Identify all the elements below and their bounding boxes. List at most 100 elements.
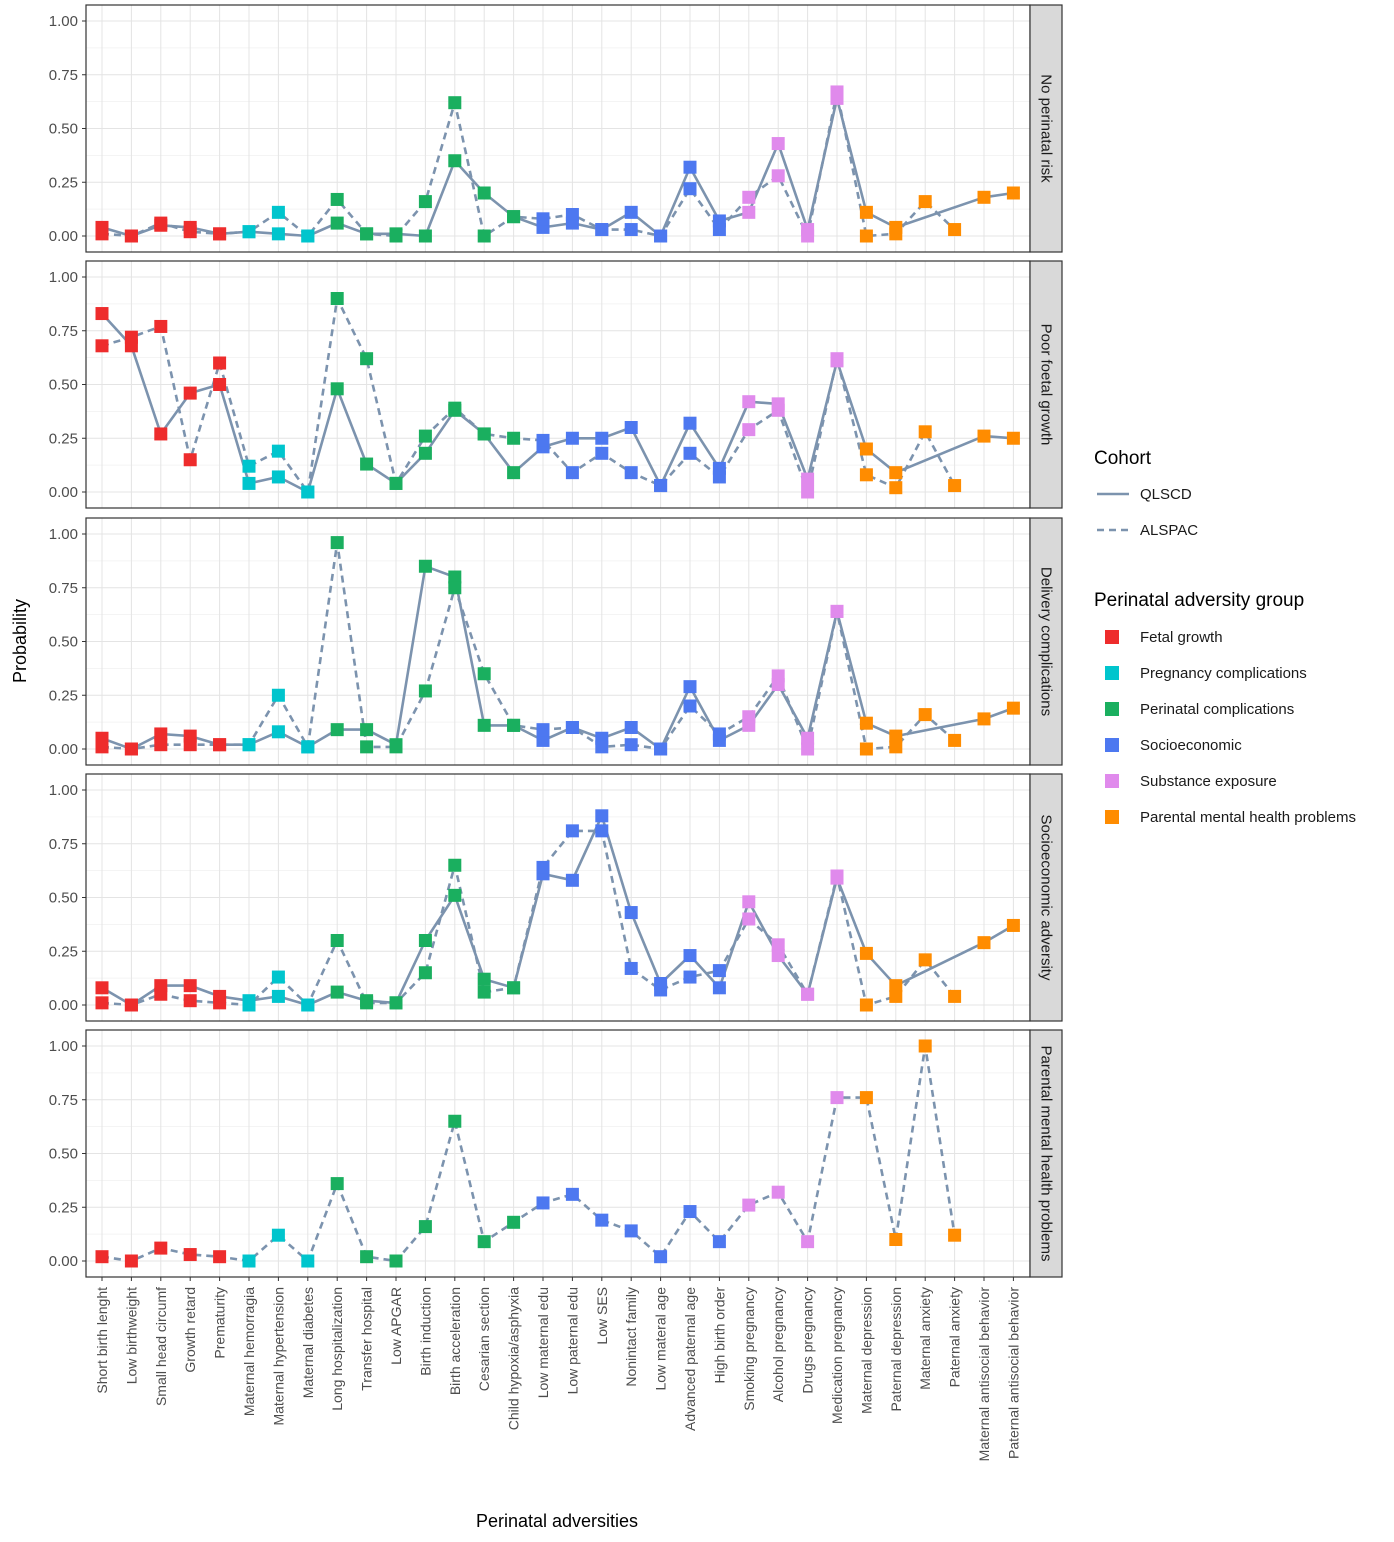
- data-point-qlscd: [95, 981, 109, 995]
- x-axis-title: Perinatal adversities: [476, 1511, 638, 1531]
- data-point-alspac: [889, 227, 903, 241]
- data-point-alspac: [624, 961, 638, 975]
- data-point-alspac: [595, 824, 609, 838]
- data-point-qlscd: [448, 570, 462, 584]
- data-point-qlscd: [565, 873, 579, 887]
- x-tick-label: Long hospitalization: [329, 1287, 345, 1411]
- data-point-qlscd: [801, 472, 815, 486]
- data-point-alspac: [95, 740, 109, 754]
- data-point-qlscd: [360, 457, 374, 471]
- data-point-alspac: [271, 688, 285, 702]
- data-point-alspac: [418, 195, 432, 209]
- legend-key-group: [1105, 702, 1119, 716]
- data-point-qlscd: [418, 446, 432, 460]
- facet-strip: [1029, 4, 1063, 253]
- legend-key-group: [1105, 774, 1119, 788]
- data-point-alspac: [536, 860, 550, 874]
- x-tick-label: Low birthweight: [123, 1287, 139, 1384]
- facet-strip-label: Poor foetal growth: [1038, 324, 1055, 446]
- data-point-alspac: [301, 1254, 315, 1268]
- data-point-qlscd: [742, 395, 756, 409]
- x-tick-label: Maternal depression: [858, 1287, 874, 1414]
- y-tick-label: 0.00: [49, 484, 78, 501]
- data-point-alspac: [683, 446, 697, 460]
- data-point-alspac: [448, 858, 462, 872]
- data-point-alspac: [360, 352, 374, 366]
- data-point-alspac: [683, 182, 697, 196]
- data-point-qlscd: [977, 429, 991, 443]
- x-tick-label: Paternal depression: [888, 1287, 904, 1412]
- data-point-alspac: [271, 970, 285, 984]
- data-point-qlscd: [859, 946, 873, 960]
- data-point-alspac: [95, 339, 109, 353]
- x-tick-label: Paternal anxiety: [947, 1287, 963, 1387]
- data-point-qlscd: [183, 386, 197, 400]
- x-tick-label: Low APGAR: [388, 1287, 404, 1365]
- data-point-alspac: [213, 738, 227, 752]
- data-point-alspac: [683, 970, 697, 984]
- facet-strip-label: Socioeconomic adversity: [1038, 815, 1055, 981]
- data-point-alspac: [330, 1177, 344, 1191]
- facet-strip: [1029, 260, 1063, 509]
- data-point-alspac: [271, 205, 285, 219]
- data-point-alspac: [918, 1039, 932, 1053]
- x-tick-label: Maternal anxiety: [917, 1287, 933, 1390]
- data-point-alspac: [771, 938, 785, 952]
- y-tick-label: 0.00: [49, 228, 78, 245]
- x-tick-label: Transfer hospital: [359, 1287, 375, 1391]
- data-point-alspac: [889, 989, 903, 1003]
- legend-label-group: Fetal growth: [1140, 629, 1223, 646]
- data-point-alspac: [389, 996, 403, 1010]
- data-point-alspac: [477, 427, 491, 441]
- data-point-alspac: [948, 223, 962, 237]
- x-tick-label: Birth acceleration: [447, 1287, 463, 1395]
- y-tick-label: 0.50: [49, 377, 78, 394]
- data-point-alspac: [889, 1233, 903, 1246]
- data-point-qlscd: [859, 442, 873, 456]
- y-tick-label: 0.00: [49, 741, 78, 758]
- data-point-alspac: [271, 444, 285, 458]
- data-point-alspac: [712, 1235, 726, 1249]
- data-point-alspac: [712, 470, 726, 484]
- data-point-qlscd: [477, 186, 491, 200]
- data-point-alspac: [889, 481, 903, 495]
- x-tick-label: Smoking pregnancy: [741, 1287, 757, 1411]
- data-point-alspac: [712, 964, 726, 978]
- data-point-alspac: [712, 223, 726, 237]
- data-point-alspac: [683, 699, 697, 713]
- data-point-alspac: [95, 1250, 109, 1264]
- data-point-alspac: [301, 485, 315, 499]
- data-point-alspac: [154, 216, 168, 230]
- data-point-alspac: [801, 1235, 815, 1249]
- data-point-alspac: [154, 319, 168, 333]
- y-tick-label: 0.50: [49, 634, 78, 651]
- data-point-alspac: [771, 669, 785, 683]
- data-point-alspac: [742, 912, 756, 926]
- x-tick-label: Maternal hemorragia: [241, 1287, 257, 1416]
- data-point-alspac: [360, 996, 374, 1010]
- data-point-alspac: [448, 401, 462, 415]
- y-tick-label: 0.75: [49, 323, 78, 340]
- data-point-qlscd: [95, 307, 109, 321]
- data-point-qlscd: [624, 721, 638, 734]
- y-tick-label: 1.00: [49, 269, 78, 286]
- data-point-alspac: [477, 229, 491, 243]
- data-point-alspac: [654, 1250, 668, 1264]
- data-point-alspac: [536, 1196, 550, 1210]
- data-point-qlscd: [271, 989, 285, 1003]
- data-point-alspac: [507, 718, 521, 732]
- data-point-qlscd: [889, 979, 903, 993]
- facet-strip: [1029, 517, 1063, 766]
- data-point-qlscd: [507, 466, 521, 480]
- y-tick-label: 0.25: [49, 430, 78, 447]
- data-point-qlscd: [712, 981, 726, 995]
- data-point-alspac: [360, 740, 374, 754]
- data-point-alspac: [654, 479, 668, 493]
- x-tick-label: Prematurity: [212, 1287, 228, 1359]
- legend-title-cohort: Cohort: [1094, 448, 1152, 469]
- data-point-qlscd: [595, 809, 609, 823]
- data-point-alspac: [830, 1091, 844, 1105]
- data-point-qlscd: [418, 229, 432, 243]
- facet-strip-label: No perinatal risk: [1038, 74, 1055, 183]
- data-point-qlscd: [477, 718, 491, 732]
